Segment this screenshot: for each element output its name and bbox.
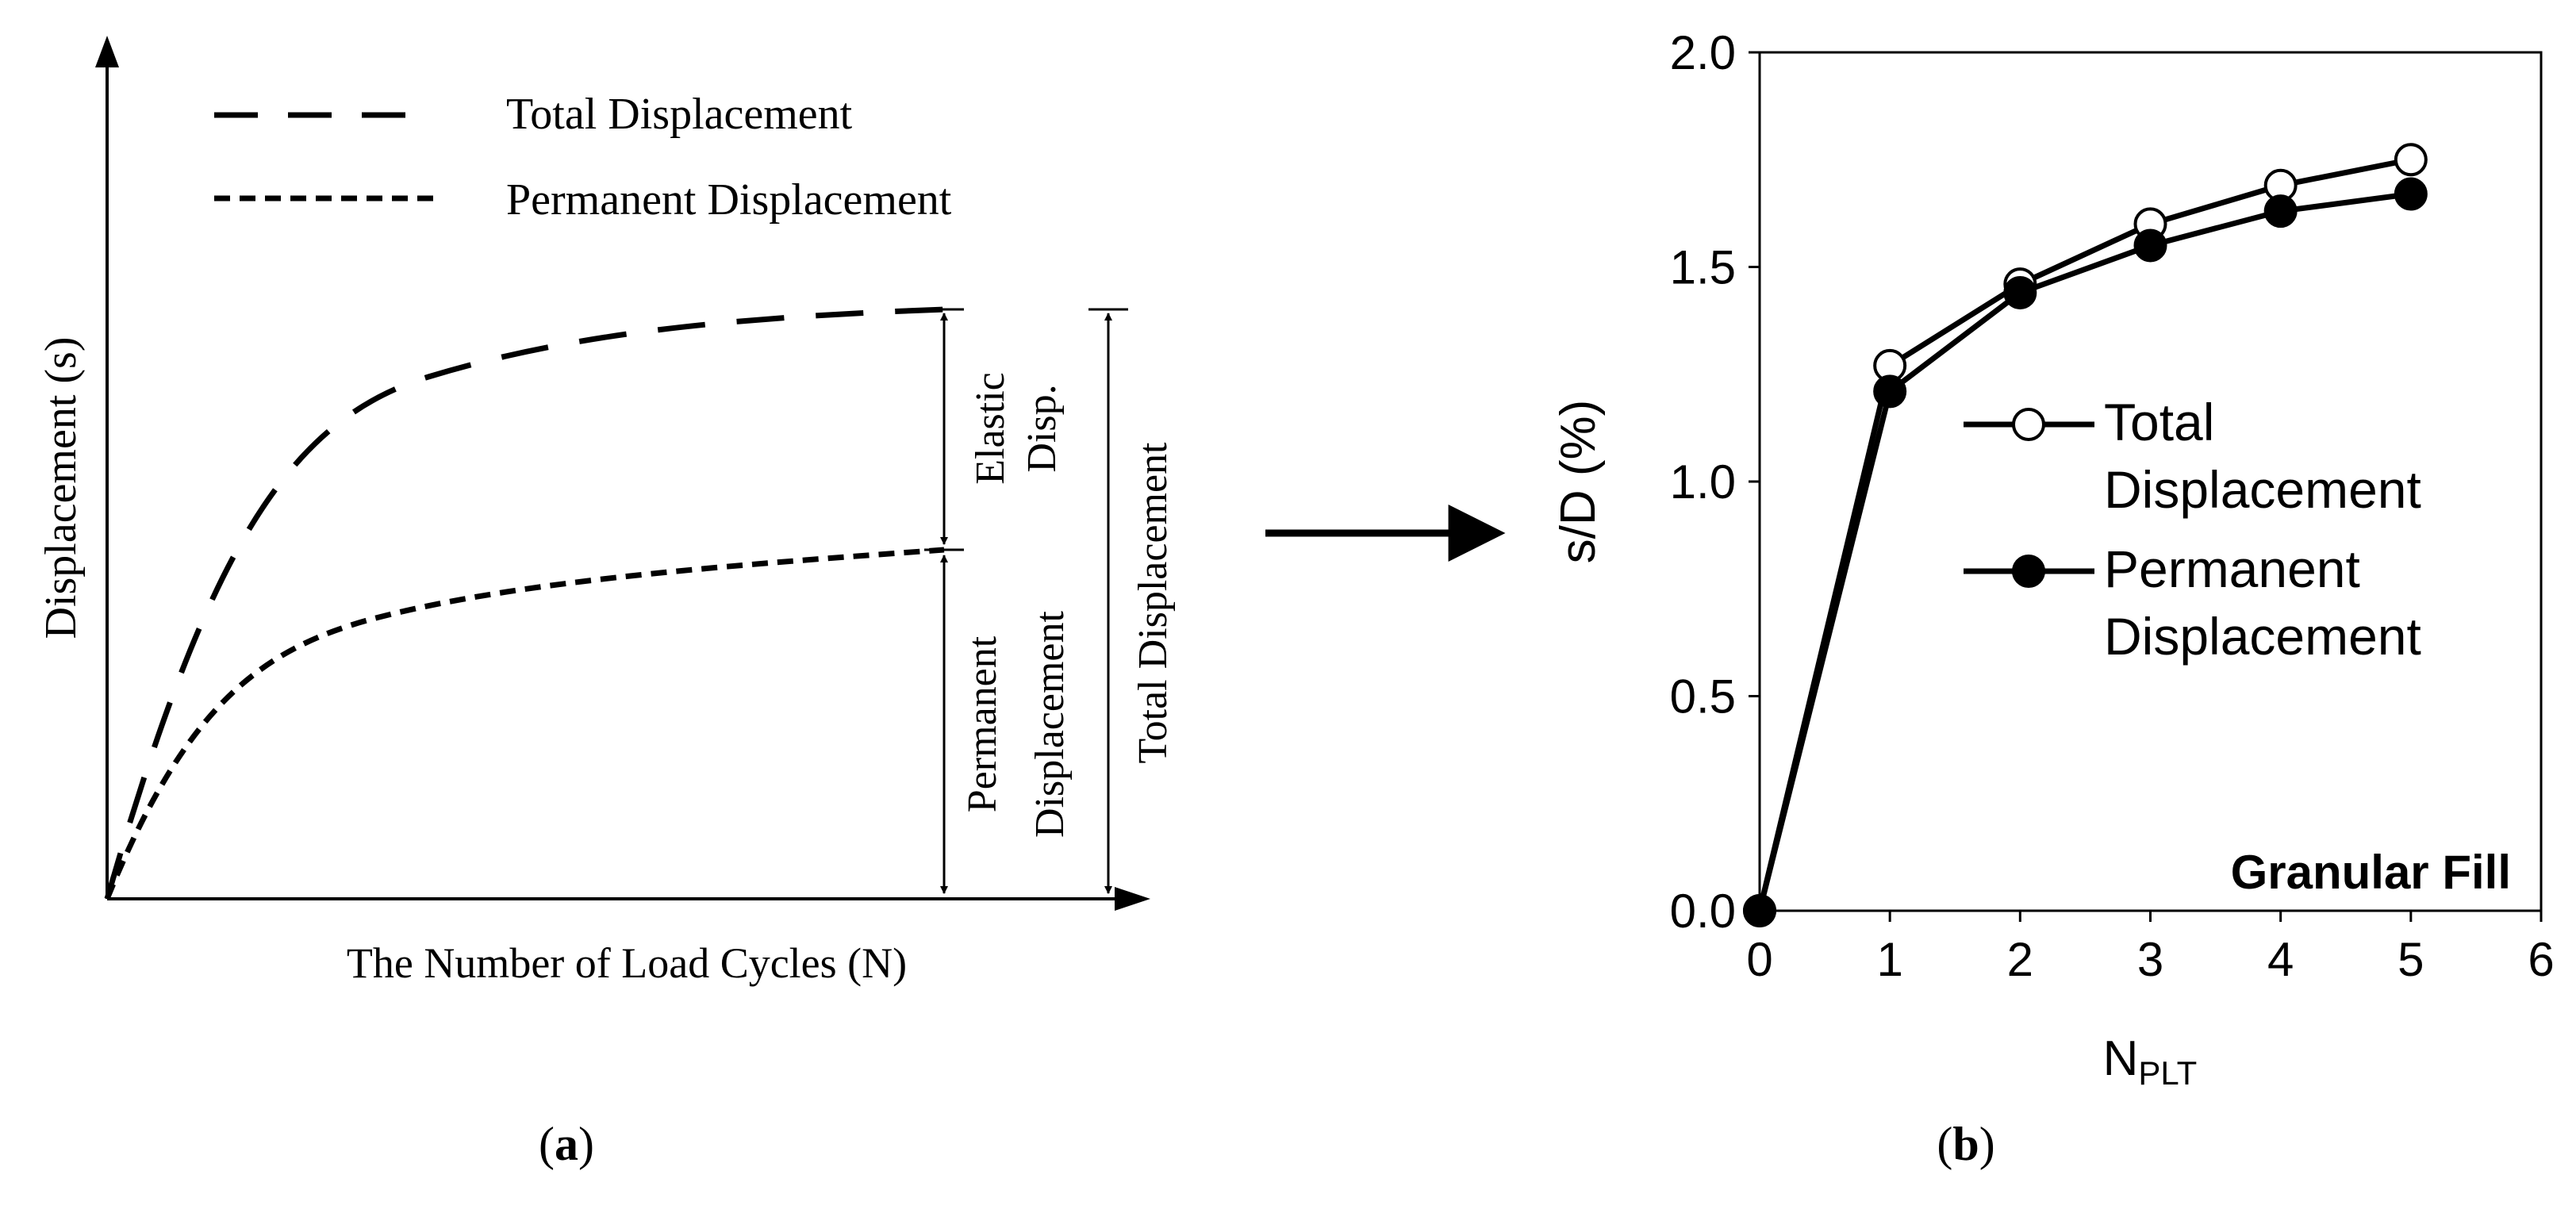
panel-b-x-title-sub: PLT [2138,1054,2197,1092]
y-tick-label-4: 2.0 [1670,26,1736,79]
x-tick-label-3: 3 [2137,933,2163,986]
y-tick-label-2: 1.0 [1670,455,1736,509]
total-displacement-curve [104,306,945,900]
series-1-point-3 [2133,228,2167,263]
x-tick-label-6: 6 [2528,933,2554,986]
granular-fill-label: Granular Fill [2231,846,2511,899]
legend-permanent-label: Permanent Displacement [506,175,952,225]
series-0-point-5 [2394,143,2428,177]
legend-label-0-line1: Total [2104,393,2214,451]
legend-swatch-marker-0 [2012,408,2045,441]
caption-b-letter: b [1952,1118,1979,1170]
y-tick-label-3: 1.5 [1670,241,1736,294]
legend-label-0-line2: Displacement [2104,460,2421,519]
panel-a-y-title: Displacement (s) [36,337,86,639]
series-1-point-0 [1743,894,1776,927]
legend-label-1-line1: Permanent [2104,539,2360,598]
caption-a: (a) [539,1118,594,1170]
x-tick-label-1: 1 [1876,933,1902,986]
x-tick-label-2: 2 [2007,933,2033,986]
x-tick-label-4: 4 [2267,933,2294,986]
panel-b-y-title: s/D (%) [1551,400,1606,564]
elastic-label-line2: Disp. [1019,384,1065,472]
series-line-0 [1756,156,2412,912]
total-label: Total Displacement [1131,442,1176,764]
panel-b: 0 1 2 3 4 5 6 0.0 0.5 1.0 1.5 2.0 Total Displacement… [1551,26,2555,1170]
panel-a: Total Displacement Permanent Displacemen… [36,36,1176,1170]
permanent-label-line1: Permanent [960,635,1005,812]
caption-b: (b) [1937,1118,1994,1170]
legend-label-1-line2: Displacement [2104,607,2421,666]
series-line-1 [1756,191,2412,912]
x-tick-label-5: 5 [2397,933,2424,986]
series-1-point-5 [2394,177,2428,211]
elastic-label-line1: Elastic [968,372,1013,485]
panel-b-x-title-main: N [2103,1031,2139,1086]
y-tick-label-1: 0.5 [1670,670,1736,724]
series-1-point-4 [2263,194,2298,228]
panel-a-x-axis-arrowhead [1115,887,1150,911]
x-tick-label-0: 0 [1746,933,1772,986]
legend-total-label: Total Displacement [506,90,853,139]
series-1-point-1 [1873,374,1907,409]
y-tick-label-0: 0.0 [1670,885,1736,938]
caption-a-letter: a [555,1118,578,1170]
permanent-displacement-curve [104,547,945,900]
legend-swatch-marker-1 [2012,555,2045,588]
series-1-point-2 [2003,275,2037,309]
panel-a-y-axis-arrowhead [95,36,119,67]
panel-a-x-title: The Number of Load Cycles (N) [347,939,907,987]
permanent-label-line2: Displacement [1027,611,1073,838]
panel-b-x-title: NPLT [2103,1031,2198,1092]
